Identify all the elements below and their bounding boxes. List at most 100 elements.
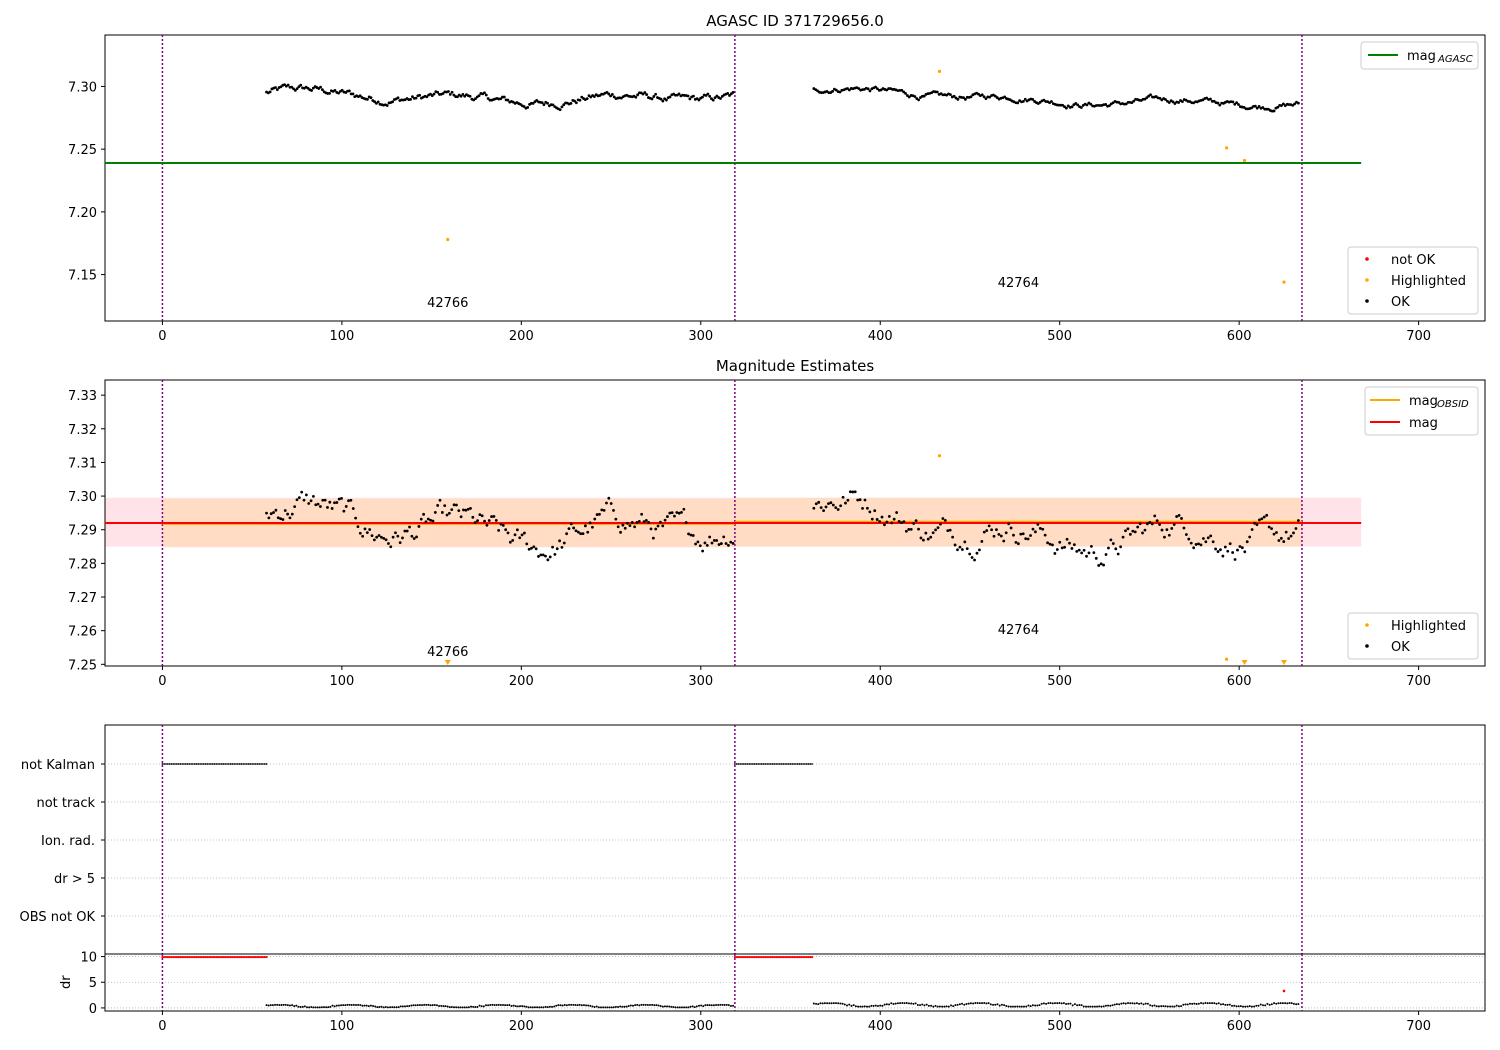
ok-point — [1257, 1004, 1260, 1007]
ok-point — [1026, 537, 1030, 541]
ok-point — [1169, 1005, 1172, 1008]
ok-point — [623, 1005, 626, 1008]
not-ok-point — [236, 955, 239, 959]
ok-point — [1255, 1004, 1258, 1007]
ok-point — [931, 531, 935, 535]
ok-point — [1060, 1002, 1063, 1005]
ok-point — [447, 511, 451, 515]
ok-point — [1297, 1003, 1300, 1006]
flag-point — [258, 763, 261, 765]
ok-point — [1294, 527, 1298, 530]
ok-point — [1082, 1005, 1085, 1008]
highlighted-point — [1242, 158, 1247, 163]
ok-point — [670, 1005, 673, 1008]
ok-point — [567, 527, 571, 531]
ok-point — [829, 501, 833, 505]
ok-point — [710, 1004, 713, 1007]
ok-point — [537, 555, 540, 558]
ok-point — [276, 516, 280, 520]
y-tick-label: 7.28 — [68, 557, 97, 572]
ok-point — [468, 94, 472, 98]
ok-point — [636, 93, 640, 97]
ok-point — [274, 508, 278, 512]
ok-point — [1246, 1005, 1249, 1008]
ok-point — [666, 515, 669, 518]
ok-point — [878, 520, 881, 523]
ok-point — [557, 1004, 560, 1007]
ok-point — [1213, 1002, 1216, 1005]
ok-point — [1239, 1005, 1242, 1008]
flag-point — [192, 763, 194, 765]
ok-point — [1099, 562, 1103, 566]
not-ok-point — [216, 955, 220, 959]
not-ok-point — [220, 955, 223, 959]
ok-point — [443, 504, 447, 507]
ok-point — [923, 1004, 926, 1007]
ok-point — [943, 518, 947, 522]
ok-point — [1222, 1003, 1225, 1006]
ok-point — [1063, 545, 1067, 549]
ok-point — [403, 529, 407, 533]
not-ok-point — [800, 955, 803, 959]
ok-point — [657, 1004, 660, 1007]
ok-point — [1260, 517, 1264, 521]
ok-point — [927, 1004, 930, 1007]
ok-point — [997, 532, 1001, 536]
ok-point — [1118, 1003, 1121, 1006]
ok-point — [283, 509, 287, 512]
ok-point — [852, 1004, 855, 1007]
marker-legend: Highlighted OK — [1347, 612, 1479, 660]
ok-point — [410, 534, 414, 538]
x-tick-label: 0 — [158, 1019, 166, 1034]
ok-point — [444, 1005, 447, 1008]
ok-point — [1199, 543, 1203, 547]
ok-point — [969, 95, 973, 99]
ok-point — [832, 1002, 835, 1005]
ok-point — [1089, 1005, 1092, 1008]
ok-point — [372, 1005, 375, 1008]
ok-point — [1216, 101, 1220, 105]
ok-point — [394, 531, 397, 535]
ok-point — [351, 507, 355, 510]
ok-point — [691, 534, 695, 537]
flag-point — [741, 763, 743, 765]
ok-point — [523, 1005, 526, 1008]
ok-point — [565, 532, 569, 536]
ok-point — [972, 1002, 975, 1005]
ok-point — [1150, 522, 1154, 526]
ok-point — [1029, 534, 1032, 537]
not-ok-point — [796, 955, 799, 959]
not-ok-point — [733, 955, 736, 959]
ok-point — [452, 503, 456, 507]
ok-point — [706, 1004, 709, 1007]
ok-point — [994, 1003, 997, 1006]
ok-point — [593, 1006, 596, 1009]
flag-point — [170, 763, 173, 765]
ok-point — [719, 542, 723, 545]
ok-point — [346, 1003, 349, 1006]
ok-point — [514, 1005, 517, 1008]
ok-point — [265, 511, 268, 515]
ok-point — [880, 515, 884, 519]
ok-point — [459, 1006, 462, 1009]
ok-point — [279, 517, 282, 521]
ok-point — [989, 1003, 992, 1006]
ok-point — [349, 498, 353, 502]
ok-point — [607, 496, 611, 500]
flag-point — [227, 763, 230, 765]
ok-point — [685, 1006, 688, 1009]
ok-point — [663, 1005, 666, 1008]
ok-point — [677, 92, 681, 96]
ok-point — [678, 1006, 681, 1009]
flag-point — [775, 763, 778, 765]
ok-point — [661, 99, 665, 103]
ok-point — [429, 518, 433, 522]
ok-point — [892, 1003, 895, 1006]
flag-point — [784, 763, 787, 765]
x-tick-label: 400 — [868, 329, 893, 344]
ok-point — [827, 502, 830, 506]
ok-point — [1141, 531, 1144, 535]
ok-point — [1021, 99, 1025, 103]
flag-point — [245, 763, 248, 765]
ok-point — [1209, 534, 1213, 538]
